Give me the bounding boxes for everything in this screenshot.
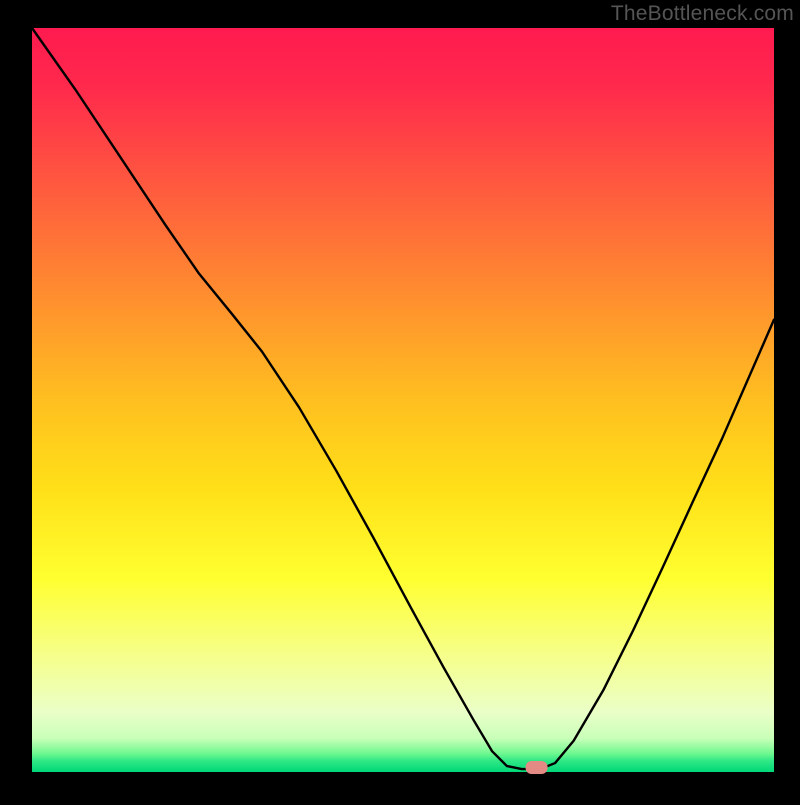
bottleneck-curve-chart (0, 0, 800, 800)
watermark-text: TheBottleneck.com (611, 2, 794, 26)
optimal-marker (526, 761, 548, 774)
chart-container: TheBottleneck.com (0, 0, 800, 800)
plot-background-gradient (32, 28, 774, 772)
